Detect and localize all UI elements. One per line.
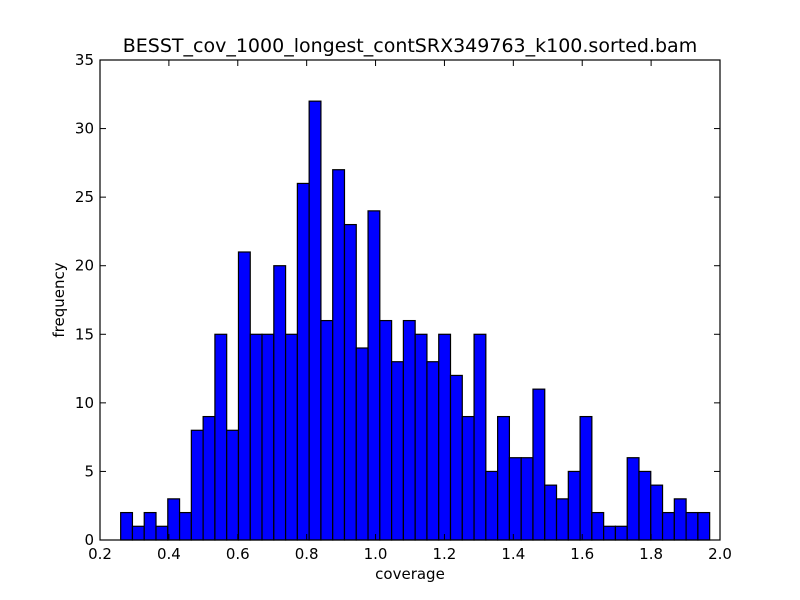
histogram-bar [532,388,546,541]
x-tick-label: 0.6 [226,545,250,563]
histogram-bar [626,457,640,541]
histogram-bar [685,511,699,541]
histogram-bar [426,361,440,541]
histogram-bar [614,525,628,541]
y-tick-label: 25 [75,188,94,206]
histogram-bar [697,511,711,541]
y-tick-label: 10 [75,394,94,412]
plot-frame [99,59,721,541]
histogram-bar [202,415,216,541]
x-tick-label: 1.8 [639,545,663,563]
y-tick-label: 5 [84,462,94,480]
x-tick-label: 0.8 [295,545,319,563]
histogram-bar [332,169,346,541]
histogram-bar [555,498,569,541]
histogram-bar [296,182,310,541]
y-tick-label: 35 [75,51,94,69]
histogram-bar [226,429,240,541]
y-tick-label: 15 [75,325,94,343]
histogram-bar [603,525,617,541]
y-axis-label: frequency [50,262,68,337]
histogram-bar [379,319,393,541]
x-tick-label: 2.0 [708,545,732,563]
histogram-bar [167,498,181,541]
x-tick-label: 1.0 [364,545,388,563]
x-tick-label: 1.2 [433,545,457,563]
histogram-bar [520,457,534,541]
ticks-group: 0.2 0.4 0.6 0.8 1.0 1.2 1.4 1.6 1.8 2.0 0 5 10 15 20 25… [75,51,732,563]
histogram-bar [650,484,664,541]
y-tick-label: 20 [75,257,94,275]
histogram-bar [473,333,487,541]
x-tick-label: 0.2 [88,545,112,563]
histogram-bar [485,470,499,541]
histogram-bar [438,333,452,541]
histogram-bar [190,429,204,541]
histogram-bar [214,333,228,541]
histogram-bar [178,511,192,541]
histogram-bar [449,374,463,541]
histogram-bar [391,361,404,541]
histogram-bar [402,319,416,541]
histogram-bar [638,470,652,541]
y-tick-label: 30 [75,120,94,138]
histogram-bar [155,525,169,541]
histogram-bar [343,223,357,541]
histogram-bar [544,484,558,541]
histogram-bar [461,415,475,541]
histogram-bar [320,319,334,541]
histogram-bar [579,415,593,541]
histogram-bar [508,457,522,541]
histogram-bar [414,333,428,541]
histogram-bar [673,498,687,541]
histogram-bar [367,210,381,541]
histogram-bar [497,415,511,541]
histogram-bar [661,511,675,541]
x-tick-label: 1.4 [501,545,525,563]
histogram-bar [567,470,581,541]
bars-group [120,100,711,541]
histogram-bar [131,525,145,541]
histogram-bar [120,511,134,541]
y-tick-label: 0 [84,531,94,549]
histogram-bar [273,265,287,541]
chart-title: BESST_cov_1000_longest_contSRX349763_k10… [123,35,697,57]
x-tick-label: 0.4 [157,545,181,563]
histogram-bar [237,251,251,541]
histogram-bar [591,511,605,541]
histogram-bar [143,511,157,541]
x-tick-label: 1.6 [570,545,594,563]
histogram-bar [284,333,298,541]
histogram-bar [249,333,263,541]
histogram-bar [308,100,322,541]
histogram-bar [355,347,369,541]
x-axis-label: coverage [375,565,445,583]
histogram-bar [261,333,275,541]
